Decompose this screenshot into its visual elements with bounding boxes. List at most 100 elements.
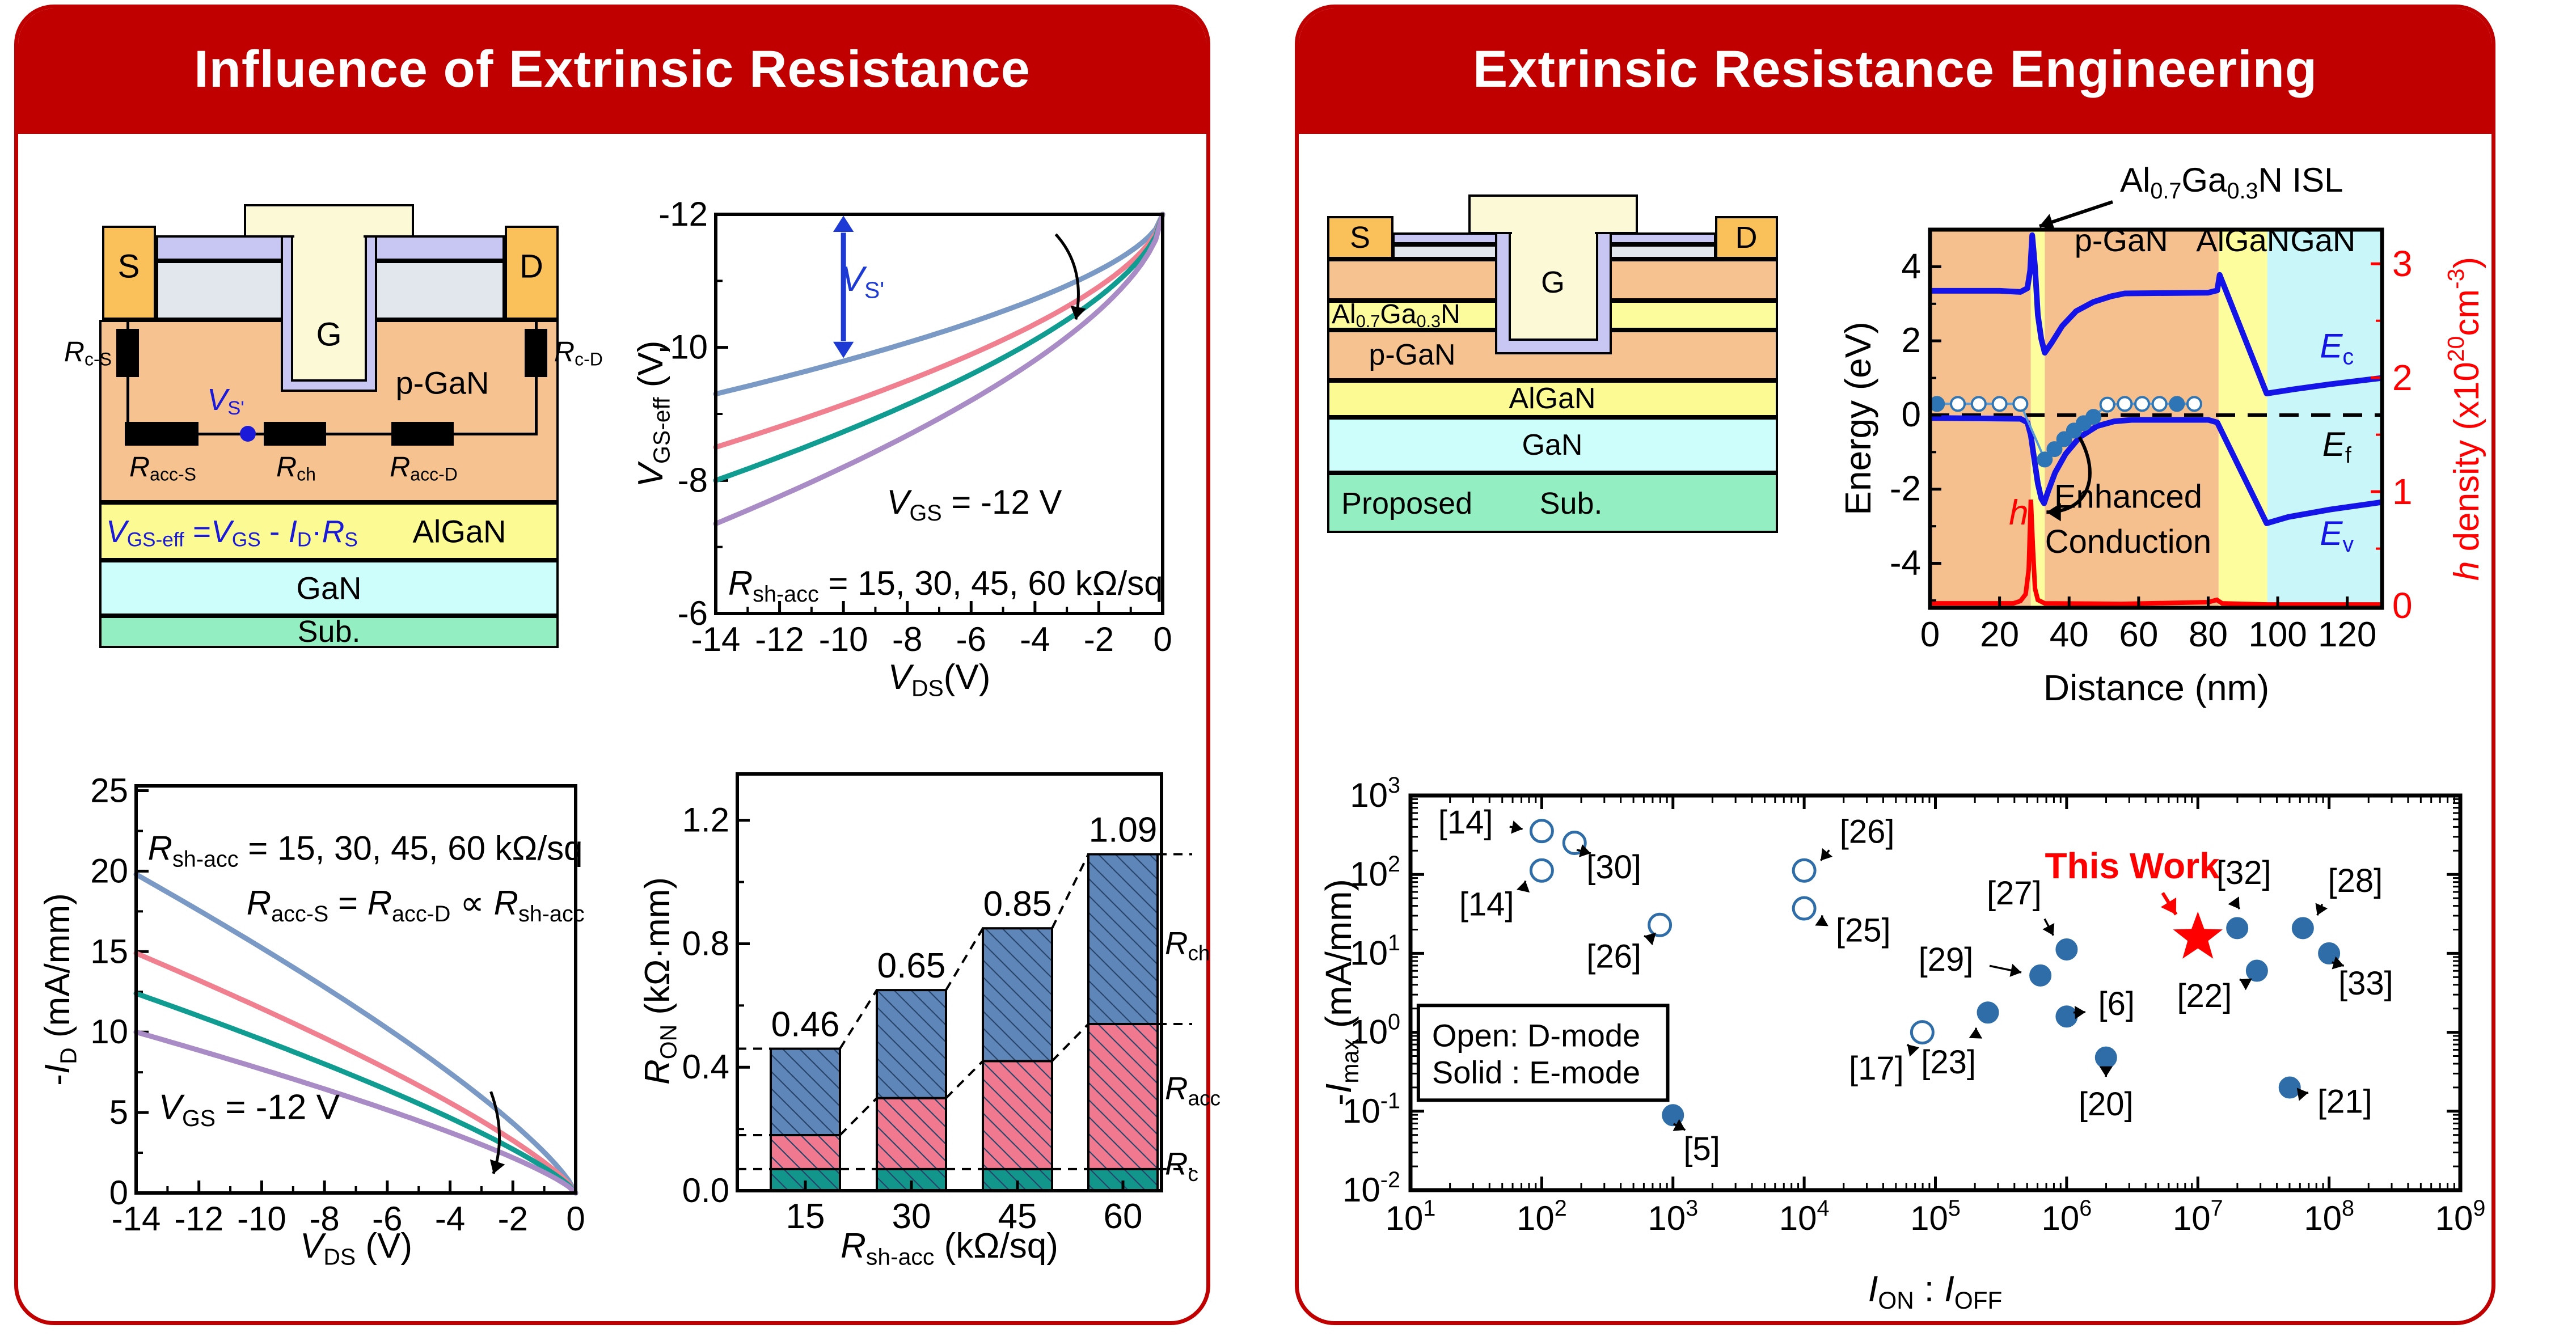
resistor-rc-s [116, 329, 139, 377]
wire [535, 320, 538, 329]
panel-title-left: Influence of Extrinsic Resistance [194, 40, 1031, 98]
x-axis-label: VDS (V) [300, 1226, 412, 1270]
plot-frame [1408, 793, 2463, 1192]
solid-point-[6] [2055, 1005, 2078, 1028]
x-tick-label: 45 [998, 1197, 1037, 1236]
legend-line-2: Solid : E-mode [1432, 1054, 1640, 1090]
chart-ron-stacked-bars: 0.0 0.4 0.8 1.2 0.46 15 0.65 30 0.85 45 1.09 60 Rch R… [638, 772, 1221, 1270]
x-tick-label: 107 [2173, 1196, 2223, 1237]
open-point-[30] [1562, 831, 1587, 856]
y-tick-label: 100 [1350, 1009, 1400, 1051]
open-state-dot [2186, 396, 2202, 412]
ref-label: [20] [2079, 1086, 2134, 1123]
open-state-dot [1991, 396, 2008, 412]
open-state-dot [1970, 396, 1987, 412]
y-tick-label: -10 [658, 328, 708, 366]
ev-label: Ev [2320, 514, 2354, 557]
x-tick-label: 40 [2050, 615, 2089, 654]
open-state-dot [1950, 396, 1966, 412]
dashed-guide [839, 1097, 878, 1136]
ref-label: [33] [2338, 965, 2393, 1002]
panel-header-left: Influence of Extrinsic Resistance [18, 9, 1206, 134]
resistor-rch [264, 422, 326, 446]
rch-label: Rch [276, 451, 316, 485]
vs-node-dot [240, 426, 256, 442]
x-tick-label: -6 [372, 1200, 402, 1238]
x-tick-label: 105 [1910, 1196, 1961, 1237]
bar-value-label: 0.85 [983, 885, 1052, 924]
ref-label: [21] [2317, 1084, 2372, 1120]
open-state-dot [2151, 396, 2168, 412]
energy-tick-label: 0 [1902, 395, 1921, 434]
ref-label: [27] [1987, 875, 2042, 912]
open-state-dot [2099, 396, 2115, 413]
arrowhead [2315, 903, 2328, 916]
ref-label: [32] [2216, 854, 2271, 891]
region-label: AlGaN [2196, 222, 2290, 258]
hole-density-curve [1930, 500, 2382, 607]
gate-cap [1468, 194, 1638, 234]
solid-point-[20] [2094, 1046, 2117, 1069]
x-tick-label: -10 [237, 1200, 286, 1238]
racc-d-label: Racc-D [390, 451, 458, 485]
layer-algan [99, 502, 559, 560]
y-tick-label: 15 [90, 932, 128, 970]
ref-label: [28] [2328, 862, 2383, 899]
x-tick-label: 20 [1980, 615, 2019, 654]
x-tick-label: 15 [786, 1197, 825, 1236]
filled-state-dot [2037, 451, 2053, 468]
solid-point-[29] [2029, 964, 2052, 987]
energy-tick-label: 2 [1902, 321, 1921, 360]
x-axis-label: ION : IOFF [1868, 1268, 2003, 1314]
wire [535, 377, 538, 434]
arrowhead [1907, 1044, 1920, 1057]
legend-line-1: Open: D-mode [1432, 1017, 1640, 1053]
hdensity-tick-label: 0 [2392, 585, 2413, 626]
y-tick-label: 0.8 [682, 924, 729, 962]
panel-influence: Influence of Extrinsic Resistance [14, 5, 1210, 1325]
arrowhead [1511, 820, 1523, 834]
open-point-[17] [1910, 1020, 1935, 1045]
arrowhead [833, 341, 854, 358]
y-tick-label: 102 [1350, 852, 1400, 893]
x-tick-label: -8 [309, 1200, 339, 1238]
y-tick-label: 0.4 [682, 1048, 729, 1086]
x-tick-label: 109 [2435, 1196, 2486, 1237]
x-tick-label: -14 [691, 620, 741, 658]
arrowhead [2039, 214, 2055, 230]
ref-label: [29] [1919, 941, 1974, 978]
layer-algan [1327, 380, 1778, 417]
x-tick-label: 120 [2318, 615, 2376, 654]
arrowhead [2009, 963, 2022, 977]
y-tick-label: 1.2 [682, 801, 729, 839]
layer-substrate [99, 616, 559, 648]
arrowhead [833, 215, 854, 232]
open-state-dot [2134, 396, 2150, 412]
panel-header-right: Extrinsic Resistance Engineering [1299, 9, 2491, 134]
x-tick-label: -12 [174, 1200, 223, 1238]
y-axis-label: RON (kΩ·mm) [638, 877, 681, 1085]
x-tick-label: 100 [2248, 615, 2307, 654]
substrate-label: Sub. [297, 615, 361, 649]
drain-contact [1715, 216, 1778, 259]
bar-value-label: 0.46 [771, 1005, 840, 1044]
arrowhead [2099, 1066, 2113, 1077]
x-tick-label: 0 [1153, 620, 1172, 658]
x-tick-label: 80 [2189, 615, 2228, 654]
energy-tick-label: -2 [1890, 469, 1921, 509]
arrowhead [2042, 923, 2055, 936]
x-tick-label: 108 [2304, 1196, 2354, 1237]
arrowhead [1821, 848, 1833, 861]
open-point-[14] [1529, 819, 1554, 844]
gate-stem [1509, 232, 1598, 341]
gate-label: G [316, 316, 342, 353]
ref-label: [17] [1849, 1050, 1904, 1087]
algan-label: AlGaN [1509, 382, 1596, 415]
gan-label: GaN [1522, 429, 1583, 462]
region-label: GaN [2290, 222, 2355, 258]
energy-tick-label: 4 [1902, 247, 1921, 286]
x-tick-label: -10 [819, 620, 868, 658]
series-curve-1 [713, 211, 1165, 450]
y-axis-label: -Imax (mA/mm) [1318, 879, 1363, 1106]
arrowhead [1578, 844, 1591, 857]
